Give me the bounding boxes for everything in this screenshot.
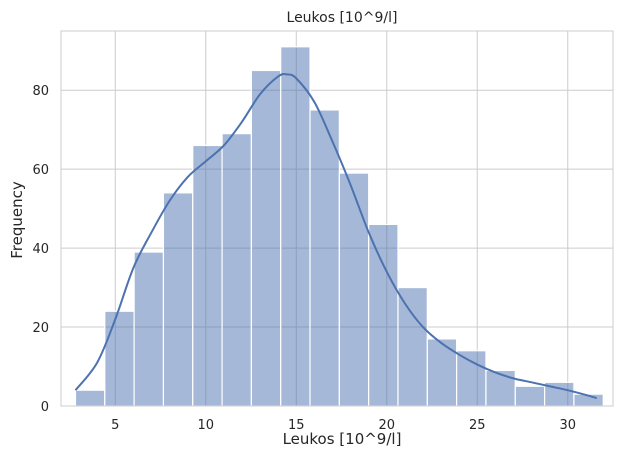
y-tick-label-0: 0 xyxy=(41,400,49,415)
histogram-bar-8 xyxy=(309,109,340,407)
bars xyxy=(74,46,604,407)
histogram-bar-12 xyxy=(426,338,458,407)
x-tick-label-5: 30 xyxy=(559,418,576,433)
kde-curve xyxy=(74,73,597,400)
histogram-bar-5 xyxy=(221,133,252,407)
x-tick-label-1: 10 xyxy=(198,418,215,433)
x-tick-labels: 5 10 15 20 25 30 xyxy=(111,418,576,433)
histogram-bar-11 xyxy=(397,286,428,407)
histogram-bar-9 xyxy=(338,172,370,407)
plot-frame xyxy=(60,30,614,407)
histogram-bar-7 xyxy=(280,46,311,407)
histogram-bar-2 xyxy=(133,251,165,407)
chart-title: Leukos [10^9/l] xyxy=(287,10,398,26)
histogram-bar-6 xyxy=(250,69,282,407)
histogram-bar-13 xyxy=(456,350,487,407)
histogram-bar-0 xyxy=(74,389,106,407)
histogram-bar-3 xyxy=(162,192,194,407)
histogram-bar-10 xyxy=(368,223,399,407)
y-tick-label-2: 40 xyxy=(32,242,49,257)
x-tick-label-2: 15 xyxy=(288,418,305,433)
x-tick-label-3: 20 xyxy=(378,418,395,433)
y-tick-label-4: 80 xyxy=(32,84,49,99)
x-axis-label: Leukos [10^9/l] xyxy=(283,430,402,448)
y-tick-labels: 0 20 40 60 80 xyxy=(32,84,49,415)
x-tick-label-4: 25 xyxy=(469,418,486,433)
histogram-bar-1 xyxy=(104,310,135,407)
histogram-bar-14 xyxy=(485,369,516,407)
y-axis-label: Frequency xyxy=(8,181,26,259)
y-tick-label-3: 60 xyxy=(32,163,49,178)
y-tick-label-1: 20 xyxy=(32,321,49,336)
histogram-bar-15 xyxy=(514,385,546,407)
x-tick-label-0: 5 xyxy=(111,418,119,433)
histogram-bar-4 xyxy=(192,144,223,407)
